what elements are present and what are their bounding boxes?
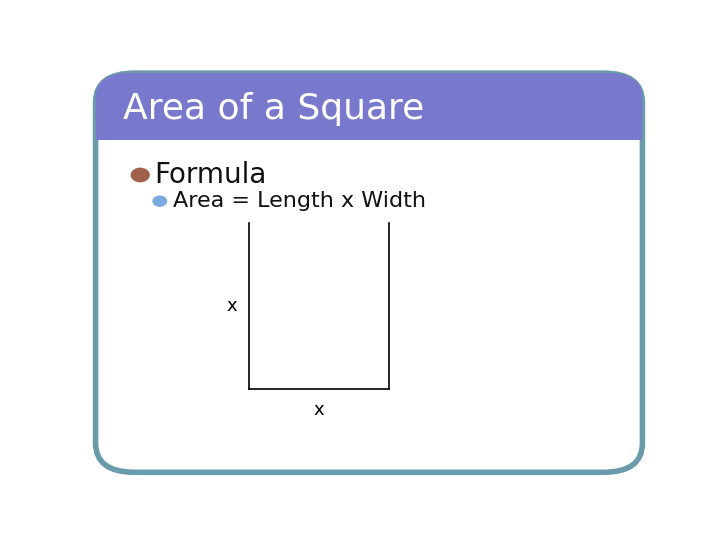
Text: Area of a Square: Area of a Square bbox=[124, 92, 425, 126]
Circle shape bbox=[153, 196, 166, 206]
Bar bbox=[96, 106, 642, 140]
FancyBboxPatch shape bbox=[96, 73, 642, 140]
FancyBboxPatch shape bbox=[96, 73, 642, 472]
Text: Formula: Formula bbox=[154, 161, 266, 189]
Text: x: x bbox=[227, 297, 238, 315]
Circle shape bbox=[131, 168, 149, 181]
Text: Area = Length x Width: Area = Length x Width bbox=[173, 191, 426, 211]
Text: x: x bbox=[313, 401, 324, 419]
